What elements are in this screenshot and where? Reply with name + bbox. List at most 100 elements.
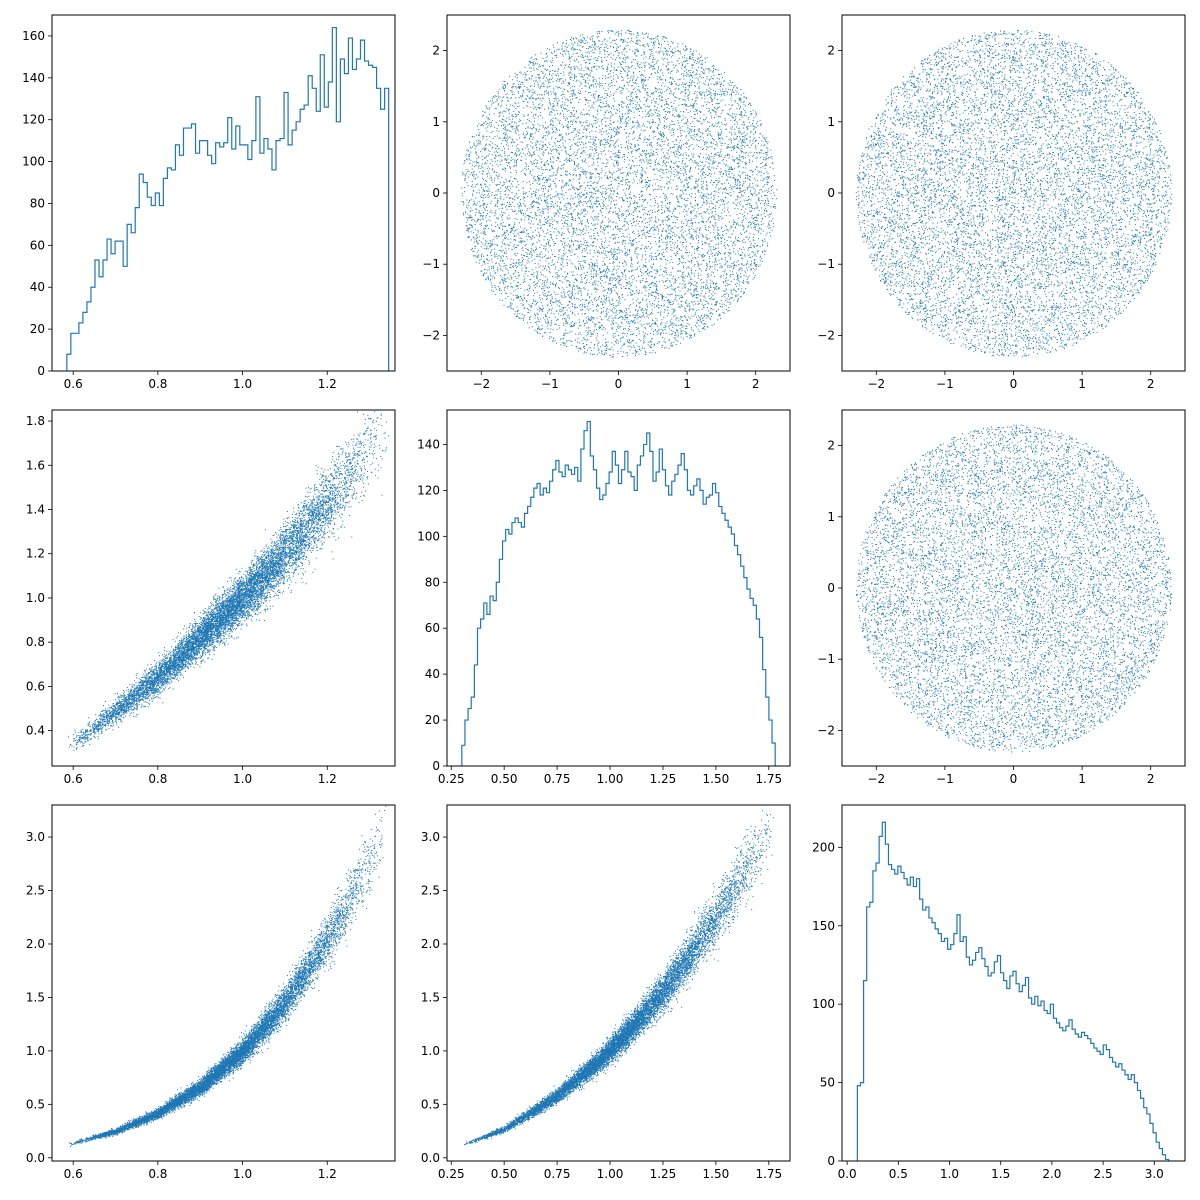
scatter-point xyxy=(625,62,626,63)
scatter-point xyxy=(729,299,730,300)
scatter-point xyxy=(521,242,522,243)
scatter-point xyxy=(716,180,717,181)
scatter-point xyxy=(677,206,678,207)
scatter-point xyxy=(640,41,641,42)
scatter-point xyxy=(695,60,696,61)
scatter-point xyxy=(485,180,486,181)
scatter-point xyxy=(660,266,661,267)
scatter-point xyxy=(681,262,682,263)
scatter-point xyxy=(591,276,592,277)
scatter-point xyxy=(698,180,699,181)
scatter-point xyxy=(563,199,564,200)
scatter-point xyxy=(654,64,655,65)
scatter-point xyxy=(714,255,715,256)
scatter-point xyxy=(730,169,731,170)
scatter-point xyxy=(675,209,676,210)
scatter-point xyxy=(513,239,514,240)
scatter-point xyxy=(549,79,550,80)
scatter-point xyxy=(565,296,566,297)
scatter-point xyxy=(645,66,646,67)
scatter-point xyxy=(685,172,686,173)
scatter-point xyxy=(550,272,551,273)
scatter-point xyxy=(657,139,658,140)
scatter-point xyxy=(483,238,484,239)
scatter-point xyxy=(624,86,625,87)
scatter-point xyxy=(723,173,724,174)
scatter-point xyxy=(702,304,703,305)
scatter-point xyxy=(748,282,749,283)
scatter-point xyxy=(764,184,765,185)
scatter-point xyxy=(494,152,495,153)
scatter-point xyxy=(733,175,734,176)
scatter-point xyxy=(531,305,532,306)
scatter-point xyxy=(594,153,595,154)
scatter-point xyxy=(517,80,518,81)
scatter-point xyxy=(586,280,587,281)
scatter-point xyxy=(768,201,769,202)
scatter-point xyxy=(668,210,669,211)
scatter-point xyxy=(683,61,684,62)
scatter-point xyxy=(669,242,670,243)
scatter-point xyxy=(510,259,511,260)
scatter-point xyxy=(677,154,678,155)
scatter-point xyxy=(680,173,681,174)
scatter-point xyxy=(470,174,471,175)
scatter-point xyxy=(750,245,751,246)
scatter-point xyxy=(520,199,521,200)
scatter-point xyxy=(625,269,626,270)
scatter-point xyxy=(738,299,739,300)
scatter-point xyxy=(647,324,648,325)
scatter-point xyxy=(548,82,549,83)
scatter-point xyxy=(645,295,646,296)
scatter-point xyxy=(538,155,539,156)
scatter-point xyxy=(570,205,571,206)
scatter-point xyxy=(579,73,580,74)
scatter-point xyxy=(592,225,593,226)
scatter-point xyxy=(645,116,646,117)
scatter-point xyxy=(485,186,486,187)
scatter-point xyxy=(637,77,638,78)
scatter-point xyxy=(573,231,574,232)
scatter-point xyxy=(698,236,699,237)
scatter-point xyxy=(609,96,610,97)
scatter-point xyxy=(546,197,547,198)
scatter-point xyxy=(569,58,570,59)
scatter-point xyxy=(537,63,538,64)
scatter-point xyxy=(691,188,692,189)
scatter-point xyxy=(766,204,767,205)
scatter-point xyxy=(510,264,511,265)
scatter-point xyxy=(743,239,744,240)
scatter-point xyxy=(585,56,586,57)
scatter-point xyxy=(621,39,622,40)
scatter-point xyxy=(686,225,687,226)
scatter-point xyxy=(536,219,537,220)
scatter-point xyxy=(489,185,490,186)
scatter-point xyxy=(674,244,675,245)
scatter-point xyxy=(548,178,549,179)
scatter-point xyxy=(697,133,698,134)
scatter-point xyxy=(520,141,521,142)
scatter-point xyxy=(529,139,530,140)
scatter-point xyxy=(564,293,565,294)
scatter-point xyxy=(677,120,678,121)
scatter-point xyxy=(556,324,557,325)
scatter-point xyxy=(590,250,591,251)
scatter-point xyxy=(764,210,765,211)
scatter-point xyxy=(643,230,644,231)
scatter-point xyxy=(706,91,707,92)
scatter-point xyxy=(636,40,637,41)
scatter-point xyxy=(617,242,618,243)
scatter-point xyxy=(643,130,644,131)
scatter-point xyxy=(658,293,659,294)
scatter-point xyxy=(604,290,605,291)
scatter-point xyxy=(712,281,713,282)
scatter-point xyxy=(612,85,613,86)
scatter-point xyxy=(570,146,571,147)
scatter-point xyxy=(549,336,550,337)
scatter-point xyxy=(509,245,510,246)
scatter-point xyxy=(697,186,698,187)
scatter-point xyxy=(574,66,575,67)
scatter-point xyxy=(481,125,482,126)
scatter-point xyxy=(552,219,553,220)
scatter-point xyxy=(590,185,591,186)
